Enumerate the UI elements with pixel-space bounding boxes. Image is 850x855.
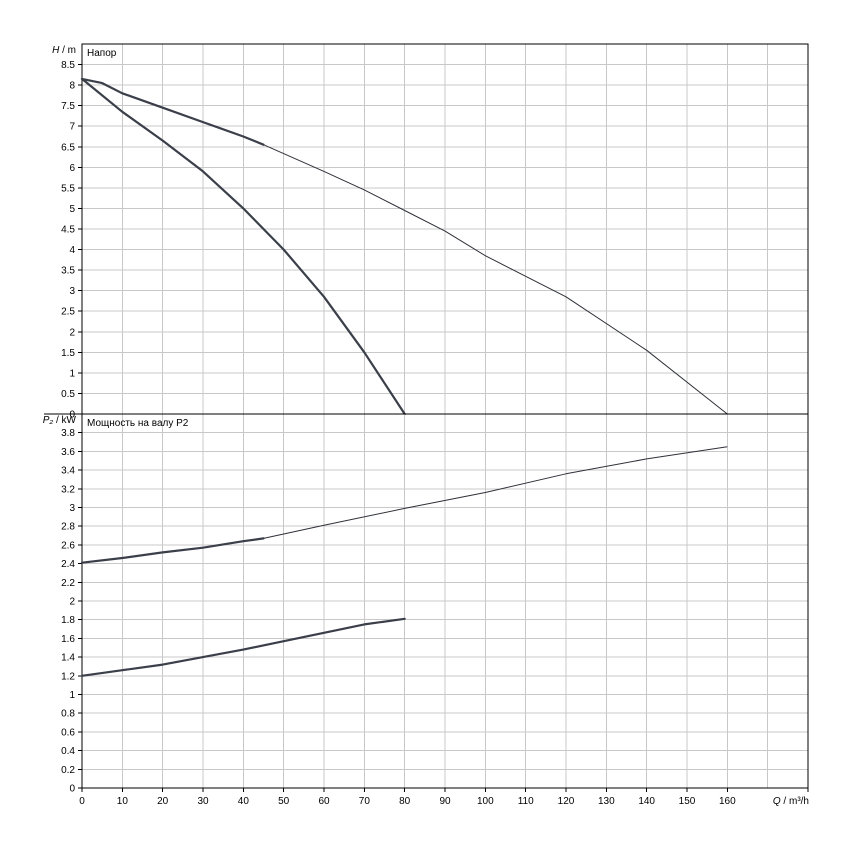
y-tick-label: 7.5 bbox=[61, 101, 75, 112]
y-tick-label: 4.5 bbox=[61, 225, 75, 236]
y-tick-label: 2.2 bbox=[61, 578, 75, 589]
y-tick-label: 3.4 bbox=[61, 466, 75, 477]
panel-title: Напор bbox=[87, 48, 117, 59]
head-curve-3 bbox=[263, 144, 728, 415]
y-tick-label: 0 bbox=[69, 784, 75, 795]
x-tick-label: 150 bbox=[679, 796, 696, 807]
y-tick-label: 0.4 bbox=[61, 746, 75, 757]
y-axis-title: P₂ / kW bbox=[43, 415, 77, 426]
x-tick-label: 80 bbox=[399, 796, 411, 807]
y-tick-label: 6.5 bbox=[61, 142, 75, 153]
y-axis-unit: / m bbox=[59, 45, 76, 56]
x-tick-label: 30 bbox=[197, 796, 209, 807]
x-tick-label: 130 bbox=[598, 796, 615, 807]
y-tick-label: 1.2 bbox=[61, 671, 75, 682]
x-tick-label: 160 bbox=[719, 796, 736, 807]
y-tick-label: 3.5 bbox=[61, 266, 75, 277]
x-tick-label: 70 bbox=[359, 796, 371, 807]
y-tick-label: 2.6 bbox=[61, 540, 75, 551]
x-tick-label: 120 bbox=[558, 796, 575, 807]
x-axis-unit: / m³/h bbox=[781, 796, 809, 807]
x-tick-label: 10 bbox=[117, 796, 129, 807]
x-tick-label: 0 bbox=[79, 796, 85, 807]
y-axis-symbol: P₂ bbox=[43, 415, 54, 426]
panel-title: Мощность на валу P2 bbox=[87, 418, 189, 429]
y-axis-title: H / m bbox=[52, 45, 76, 56]
y-tick-label: 1.6 bbox=[61, 634, 75, 645]
x-tick-label: 60 bbox=[318, 796, 330, 807]
y-tick-label: 3.8 bbox=[61, 428, 75, 439]
y-tick-label: 4 bbox=[69, 245, 75, 256]
y-tick-label: 1.5 bbox=[61, 348, 75, 359]
y-tick-label: 2.5 bbox=[61, 307, 75, 318]
y-tick-label: 2 bbox=[69, 597, 75, 608]
y-tick-label: 3.6 bbox=[61, 447, 75, 458]
x-tick-label: 110 bbox=[518, 796, 534, 807]
power-panel: 0 0.2 0.4 0.6 0.8 1 1.2 1.4 1.6 1.8 2 2.2 2.4 2.6 2.8 3… bbox=[43, 413, 809, 807]
head-panel: 00.511.522.533.544.555.566.577.588.5H / … bbox=[52, 43, 809, 421]
y-tick-label: 2.8 bbox=[61, 522, 75, 533]
power-curve-2 bbox=[80, 537, 265, 564]
x-tick-label: 20 bbox=[157, 796, 169, 807]
power-curve-1 bbox=[80, 617, 406, 677]
y-tick-label: 0.2 bbox=[61, 765, 75, 776]
y-tick-label: 8.5 bbox=[61, 60, 75, 71]
x-tick-label: 100 bbox=[477, 796, 494, 807]
y-tick-label: 3 bbox=[69, 503, 75, 514]
y-tick-label: 1 bbox=[69, 690, 75, 701]
y-tick-label: 1 bbox=[69, 368, 75, 379]
y-tick-label: 1.8 bbox=[61, 615, 75, 626]
power-curve-3 bbox=[263, 446, 728, 539]
y-tick-label: 2.4 bbox=[61, 559, 75, 570]
y-tick-label: 3 bbox=[69, 286, 75, 297]
y-tick-label: 5.5 bbox=[61, 183, 75, 194]
y-tick-label: 2 bbox=[69, 327, 75, 338]
y-tick-label: 5 bbox=[69, 204, 75, 215]
y-tick-label: 0.8 bbox=[61, 709, 75, 720]
y-tick-label: 1.4 bbox=[61, 653, 75, 664]
y-tick-label: 0 bbox=[69, 410, 75, 421]
y-tick-label: 6 bbox=[69, 163, 75, 174]
head-curve-1 bbox=[80, 77, 406, 416]
x-tick-label: 40 bbox=[238, 796, 250, 807]
y-tick-label: 3.2 bbox=[61, 484, 75, 495]
x-tick-label: 50 bbox=[278, 796, 290, 807]
y-axis-unit: / kW bbox=[53, 415, 76, 426]
x-tick-label: 90 bbox=[439, 796, 451, 807]
y-tick-label: 0.6 bbox=[61, 727, 75, 738]
head-curve-2 bbox=[80, 77, 265, 146]
x-axis-symbol: Q bbox=[773, 796, 781, 807]
y-axis-symbol: H bbox=[52, 45, 60, 56]
y-tick-label: 0.5 bbox=[61, 389, 75, 400]
x-tick-label: 140 bbox=[638, 796, 655, 807]
y-tick-label: 8 bbox=[69, 81, 75, 92]
y-tick-label: 7 bbox=[69, 122, 75, 133]
x-axis-title: Q / m³/h bbox=[773, 796, 809, 807]
